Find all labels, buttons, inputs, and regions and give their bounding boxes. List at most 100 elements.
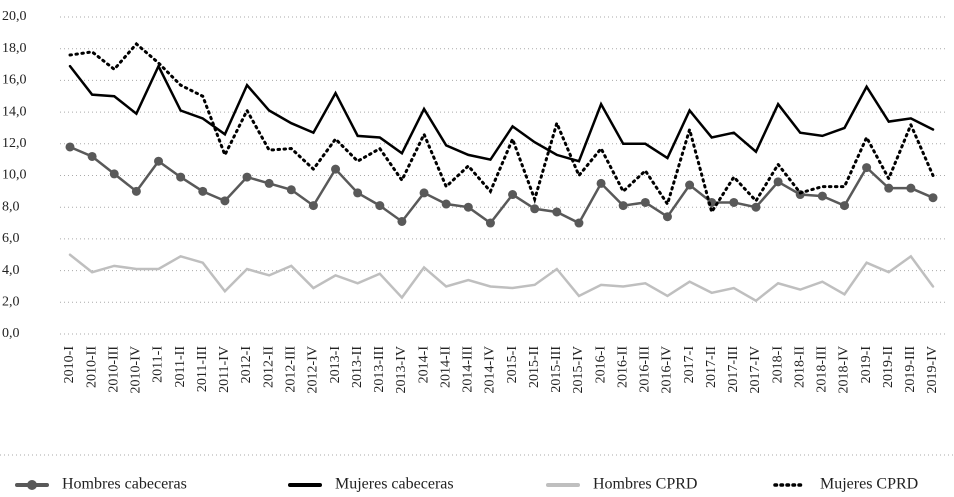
legend-label: Mujeres cabeceras <box>335 476 454 493</box>
series-line <box>68 145 935 225</box>
point <box>419 188 429 198</box>
point <box>640 197 650 207</box>
x-tick-label: 2014-III <box>461 346 476 393</box>
point <box>552 207 562 217</box>
x-tick-label: 2017-IV <box>748 346 763 393</box>
point <box>109 169 119 179</box>
point <box>751 202 761 212</box>
point <box>397 216 407 226</box>
x-tick-label: 2012-IV <box>306 346 321 393</box>
y-tick-label: 20,0 <box>2 9 27 24</box>
x-tick-label: 2015-IV <box>571 346 586 393</box>
x-tick-label: 2012-II <box>261 346 276 388</box>
legend-marker <box>27 480 37 490</box>
x-tick-label: 2013-II <box>350 346 365 388</box>
point <box>884 183 894 193</box>
point <box>729 197 739 207</box>
point <box>795 190 805 200</box>
x-tick-label: 2019-III <box>903 346 918 393</box>
x-tick-label: 2017-II <box>704 346 719 388</box>
legend-label: Hombres CPRD <box>593 476 697 493</box>
x-tick-label: 2011-II <box>173 346 188 388</box>
x-tick-label: 2019-II <box>881 346 896 388</box>
series-line <box>68 63 935 163</box>
y-tick-label: 16,0 <box>2 73 27 88</box>
y-tick-label: 18,0 <box>2 41 27 56</box>
point <box>242 172 252 182</box>
x-tick-label: 2013-III <box>372 346 387 393</box>
x-tick-label: 2011-I <box>151 346 166 383</box>
x-tick-label: 2019-I <box>859 346 874 384</box>
point <box>463 202 473 212</box>
point <box>574 218 584 228</box>
x-tick-label: 2016-II <box>615 346 630 388</box>
point <box>485 218 495 228</box>
point <box>353 188 363 198</box>
point <box>441 199 451 209</box>
point <box>264 178 274 188</box>
point <box>220 196 230 206</box>
point <box>375 201 385 211</box>
x-tick-label: 2017-III <box>726 346 741 393</box>
x-tick-label: 2013-IV <box>394 346 409 393</box>
series-line <box>68 41 935 216</box>
point <box>286 185 296 195</box>
x-tick-label: 2019-IV <box>925 346 940 393</box>
x-tick-label: 2014-IV <box>483 346 498 393</box>
x-tick-label: 2016-IV <box>660 346 675 393</box>
x-tick-label: 2015-I <box>505 346 520 384</box>
point <box>87 151 97 161</box>
point <box>176 172 186 182</box>
legend-label: Mujeres CPRD <box>820 476 918 493</box>
point <box>685 180 695 190</box>
x-tick-label: 2014-II <box>438 346 453 388</box>
x-tick-label: 2010-IV <box>129 346 144 393</box>
y-tick-label: 8,0 <box>2 199 20 214</box>
x-tick-label: 2012-I <box>239 346 254 384</box>
x-tick-label: 2011-III <box>195 346 210 392</box>
point <box>596 178 606 188</box>
point <box>198 186 208 196</box>
x-tick-label: 2013-I <box>328 346 343 384</box>
x-tick-label: 2018-II <box>792 346 807 388</box>
series-line <box>68 253 935 303</box>
point <box>817 191 827 201</box>
x-tick-label: 2012-III <box>284 346 299 393</box>
point <box>906 183 916 193</box>
y-tick-label: 14,0 <box>2 104 27 119</box>
x-tick-label: 2014-I <box>416 346 431 384</box>
point <box>65 142 75 152</box>
x-tick-label: 2018-IV <box>837 346 852 393</box>
x-tick-label: 2018-I <box>770 346 785 384</box>
legend-label: Hombres cabeceras <box>62 476 187 493</box>
point <box>618 201 628 211</box>
point <box>331 164 341 174</box>
y-tick-label: 10,0 <box>2 168 27 183</box>
point <box>308 201 318 211</box>
y-tick-label: 2,0 <box>2 295 20 310</box>
x-tick-label: 2015-III <box>549 346 564 393</box>
x-tick-label: 2015-II <box>527 346 542 388</box>
point <box>773 177 783 187</box>
x-tick-label: 2010-I <box>62 346 77 384</box>
y-tick-label: 12,0 <box>2 136 27 151</box>
x-tick-label: 2018-III <box>815 346 830 393</box>
point <box>928 193 938 203</box>
x-tick-label: 2017-I <box>682 346 697 384</box>
point <box>131 186 141 196</box>
point <box>662 212 672 222</box>
y-tick-label: 6,0 <box>2 231 20 246</box>
point <box>839 201 849 211</box>
x-tick-label: 2010-III <box>106 346 121 393</box>
point <box>154 156 164 166</box>
point <box>530 204 540 214</box>
y-tick-label: 4,0 <box>2 263 20 278</box>
x-tick-label: 2016-III <box>638 346 653 393</box>
point <box>508 190 518 200</box>
x-tick-label: 2011-IV <box>217 346 232 393</box>
point <box>862 163 872 173</box>
y-tick-label: 0,0 <box>2 326 20 341</box>
x-tick-label: 2010-II <box>84 346 99 388</box>
x-tick-label: 2016-I <box>593 346 608 384</box>
